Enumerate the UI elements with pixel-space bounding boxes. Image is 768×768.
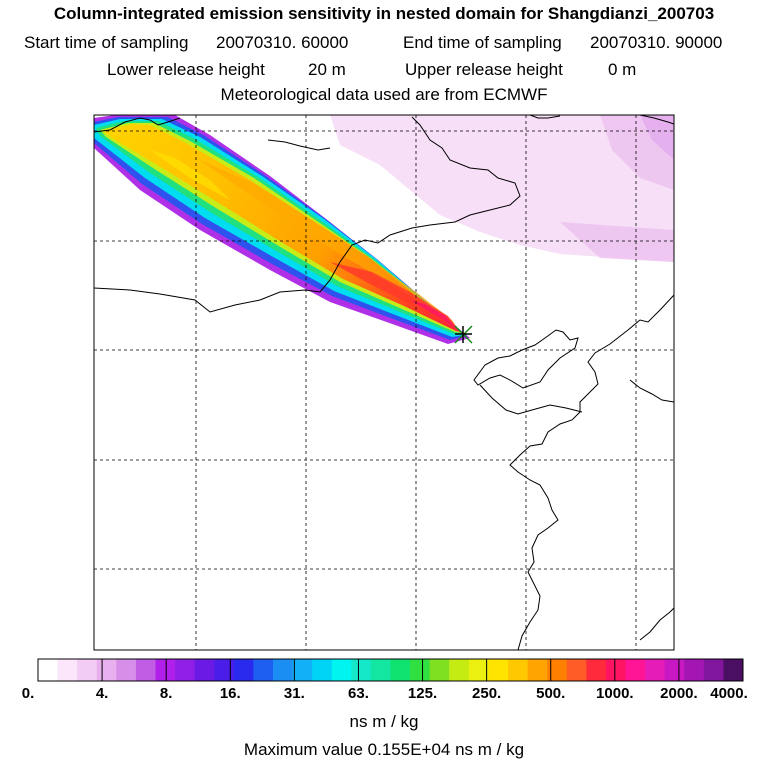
coastlines xyxy=(94,115,674,650)
color-scale-swatch xyxy=(57,659,78,681)
upper-height-value: 0 m xyxy=(608,60,637,79)
color-scale-label: 8. xyxy=(159,685,173,702)
map-title: Column-integrated emission sensitivity i… xyxy=(53,4,715,23)
color-scale-swatch xyxy=(527,659,548,681)
color-scale-swatch xyxy=(370,659,391,681)
color-scale-swatch xyxy=(38,659,58,681)
lower-height-value: 20 m xyxy=(308,60,346,79)
color-scale-swatch xyxy=(449,659,470,681)
color-scale-swatch xyxy=(390,659,411,681)
color-scale-swatch xyxy=(135,659,156,681)
end-time-value: 20070310. 90000 xyxy=(590,33,723,52)
color-scale-swatch xyxy=(586,659,607,681)
color-scale-swatch xyxy=(194,659,215,681)
color-scale-swatch xyxy=(233,659,254,681)
color-scale-swatch xyxy=(331,659,352,681)
maximum-value-text: Maximum value 0.155E+04 ns m / kg xyxy=(243,740,525,759)
map-frame xyxy=(93,114,675,651)
units-label: ns m / kg xyxy=(349,712,419,731)
color-scale-swatch xyxy=(684,659,705,681)
color-scale-label: 63. xyxy=(348,685,369,702)
color-scale-swatch xyxy=(625,659,646,681)
color-scale-label: 4000. xyxy=(710,685,748,702)
color-scale-swatch xyxy=(292,659,313,681)
color-scale-swatch xyxy=(351,659,372,681)
color-scale-swatch xyxy=(214,659,235,681)
upper-height-label: Upper release height xyxy=(405,60,563,79)
color-scale-bar xyxy=(37,658,744,682)
color-scale-swatch xyxy=(116,659,137,681)
emission-plume xyxy=(94,115,470,344)
color-scale-swatch xyxy=(664,659,685,681)
receptor-x-icon xyxy=(454,325,473,344)
color-scale-ticks xyxy=(37,659,744,681)
color-scale-swatch xyxy=(645,659,666,681)
color-scale-swatch xyxy=(605,659,626,681)
color-scale-swatch xyxy=(175,659,196,681)
color-scale-swatch xyxy=(723,659,744,681)
color-scale-swatch xyxy=(508,659,528,681)
color-scale-label: 16. xyxy=(219,685,241,702)
lower-height-label: Lower release height xyxy=(107,60,265,79)
color-scale-swatch xyxy=(566,659,587,681)
end-time-label: End time of sampling xyxy=(403,33,562,52)
color-scale-swatch xyxy=(468,659,489,681)
color-scale-swatch xyxy=(410,659,431,681)
color-scale-swatch xyxy=(703,659,724,681)
color-scale-label: 250. xyxy=(472,685,502,702)
color-scale-swatch xyxy=(96,659,117,681)
color-scale-label: 2000. xyxy=(660,685,698,702)
color-scale-swatch xyxy=(547,659,568,681)
color-scale-swatch xyxy=(253,659,274,681)
color-scale-label: 500. xyxy=(536,685,566,702)
color-scale-swatch xyxy=(273,659,293,681)
color-scale-swatch xyxy=(312,659,333,681)
color-scale-label: 31. xyxy=(283,685,305,702)
map-plot-area xyxy=(94,115,674,650)
color-scale-swatch xyxy=(429,659,450,681)
color-scale-swatch xyxy=(77,659,98,681)
color-scale-swatch xyxy=(155,659,176,681)
start-time-value: 20070310. 60000 xyxy=(216,33,349,52)
lat-lon-grid xyxy=(94,115,674,650)
start-time-label: Start time of sampling xyxy=(24,33,189,52)
met-data-text: Meteorological data used are from ECMWF xyxy=(220,85,548,104)
color-scale-label: 0. xyxy=(21,685,35,702)
color-scale-label: 4. xyxy=(95,685,109,702)
color-scale-label: 1000. xyxy=(596,685,634,702)
color-scale-swatch xyxy=(488,659,509,681)
color-scale-label: 125. xyxy=(407,685,438,702)
